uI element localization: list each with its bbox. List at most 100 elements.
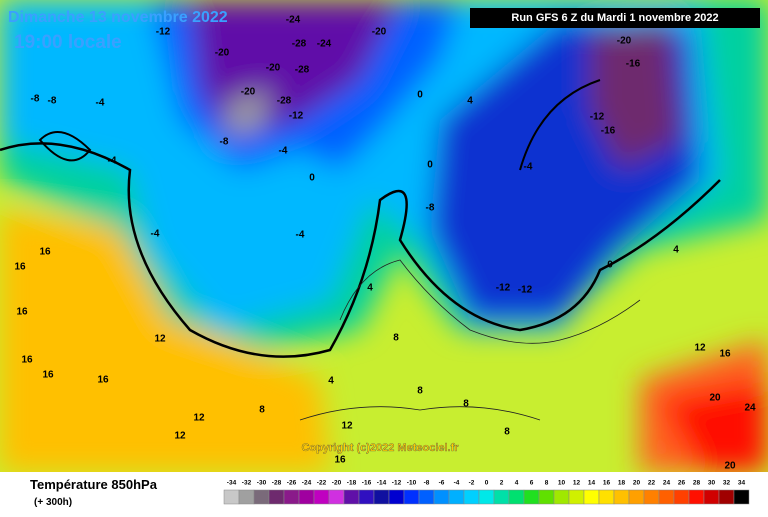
legend-swatch xyxy=(283,489,300,505)
contour-label: 12 xyxy=(154,334,166,345)
legend-swatch xyxy=(253,489,270,505)
contour-label: -20 xyxy=(617,36,632,47)
legend-swatch xyxy=(673,489,690,505)
legend-swatch xyxy=(358,489,375,505)
legend-swatch xyxy=(553,489,570,505)
legend-swatch xyxy=(598,489,615,505)
legend-swatch xyxy=(628,489,645,505)
legend-swatch xyxy=(478,489,495,505)
contour-label: 12 xyxy=(193,413,205,424)
legend-value: -20 xyxy=(332,480,342,487)
lead-time: (+ 300h) xyxy=(34,497,72,508)
legend-swatch xyxy=(583,489,600,505)
contour-label: -12 xyxy=(496,283,511,294)
contour-label: 4 xyxy=(673,245,679,256)
run-info: Run GFS 6 Z du Mardi 1 novembre 2022 xyxy=(511,12,718,24)
contour-label: -4 xyxy=(524,162,533,173)
field-name: Température 850hPa xyxy=(30,477,158,492)
legend-value: 34 xyxy=(738,480,746,487)
legend-value: -8 xyxy=(424,480,430,487)
contour-label: -24 xyxy=(286,15,301,26)
legend-swatch xyxy=(418,489,435,505)
legend-value: -4 xyxy=(454,480,460,487)
legend-swatch xyxy=(493,489,510,505)
legend-value: 30 xyxy=(708,480,716,487)
contour-label: 16 xyxy=(97,375,109,386)
legend-swatch xyxy=(508,489,525,505)
contour-label: 8 xyxy=(393,333,399,344)
legend-swatch xyxy=(373,489,390,505)
contour-label: 0 xyxy=(417,90,423,101)
contour-label: 4 xyxy=(467,96,473,107)
contour-label: 16 xyxy=(16,307,28,318)
contour-label: -20 xyxy=(266,63,281,74)
legend-swatch xyxy=(448,489,465,505)
legend-value: 18 xyxy=(618,480,626,487)
contour-label: -4 xyxy=(151,229,160,240)
legend-swatch xyxy=(643,489,660,505)
legend-swatch xyxy=(613,489,630,505)
legend-swatch xyxy=(223,489,240,505)
contour-label: 20 xyxy=(724,461,736,472)
contour-label: 0 xyxy=(427,160,433,171)
legend-value: 22 xyxy=(648,480,656,487)
contour-label: 0 xyxy=(607,260,613,271)
contour-label: -8 xyxy=(426,203,435,214)
legend-value: 20 xyxy=(633,480,641,487)
legend-swatch xyxy=(313,489,330,505)
contour-label: -4 xyxy=(96,98,105,109)
contour-label: -24 xyxy=(317,39,332,50)
contour-label: -28 xyxy=(295,65,310,76)
legend-value: 28 xyxy=(693,480,701,487)
legend-value: -6 xyxy=(439,480,445,487)
legend-value: 32 xyxy=(723,480,731,487)
legend-value: -32 xyxy=(242,480,252,487)
contour-label: 12 xyxy=(174,431,186,442)
legend-value: -2 xyxy=(469,480,475,487)
contour-label: -12 xyxy=(156,27,171,38)
legend-swatch xyxy=(238,489,255,505)
legend-value: -24 xyxy=(302,480,312,487)
legend-value: -22 xyxy=(317,480,327,487)
legend-swatch xyxy=(688,489,705,505)
color-legend: -34 -32 -30 -28 -26 -24 -22 -20 -18 -16 -14 -12 -10-… xyxy=(223,480,750,505)
contour-label: 16 xyxy=(21,355,33,366)
contour-label: 16 xyxy=(42,370,54,381)
map-field xyxy=(0,0,768,472)
legend-swatch xyxy=(388,489,405,505)
contour-label: -20 xyxy=(241,87,256,98)
run-box xyxy=(470,8,760,28)
legend-swatch xyxy=(403,489,420,505)
contour-labels: -12-20-24-24-28-20-20 -28-20-28-12-8-8 -8-… xyxy=(14,15,756,472)
contour-label: -20 xyxy=(215,48,230,59)
contour-label: 4 xyxy=(367,283,373,294)
legend-value: 8 xyxy=(545,480,549,487)
contour-label: 24 xyxy=(744,403,756,414)
contour-label: 12 xyxy=(694,343,706,354)
contour-label: -12 xyxy=(289,111,304,122)
legend-swatch xyxy=(733,489,750,505)
legend-value: -10 xyxy=(407,480,417,487)
legend-swatch xyxy=(523,489,540,505)
contour-label: -8 xyxy=(31,94,40,105)
legend-value: 2 xyxy=(500,480,504,487)
contour-label: -12 xyxy=(590,112,605,123)
legend-value: -16 xyxy=(362,480,372,487)
contour-label: 16 xyxy=(334,455,346,466)
map-time: 19:00 locale xyxy=(14,32,122,53)
contour-label: 8 xyxy=(417,386,423,397)
legend-value: 12 xyxy=(573,480,581,487)
map-date: Dimanche 13 novembre 2022 xyxy=(8,9,228,26)
legend-value: -30 xyxy=(257,480,267,487)
contour-label: -16 xyxy=(601,126,616,137)
legend-value: 4 xyxy=(515,480,519,487)
legend-swatch xyxy=(703,489,720,505)
contour-label: 8 xyxy=(259,405,265,416)
contour-label: 0 xyxy=(309,173,315,184)
contour-label: -28 xyxy=(292,39,307,50)
legend-value: -26 xyxy=(287,480,297,487)
legend-value: 24 xyxy=(663,480,671,487)
legend-swatch xyxy=(328,489,345,505)
legend-swatch xyxy=(343,489,360,505)
